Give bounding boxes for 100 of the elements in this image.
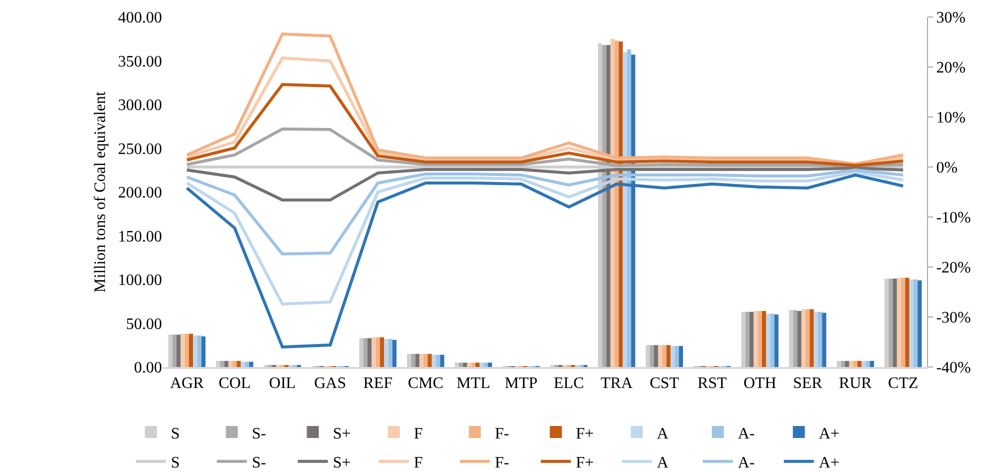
y-tick-label: 0.00 — [134, 360, 162, 377]
bar — [201, 336, 206, 367]
bar — [440, 354, 444, 367]
bar — [488, 362, 492, 367]
y-tick-label: 100.00 — [118, 272, 162, 290]
bar — [419, 354, 424, 367]
bar — [424, 354, 428, 367]
y2-tick-label: -30% — [936, 310, 971, 327]
legend-label: S+ — [332, 425, 351, 442]
bar — [436, 354, 440, 367]
bar — [188, 334, 194, 367]
x-tick-label: COL — [218, 374, 251, 392]
legend-label: F- — [494, 425, 510, 442]
x-tick-label: OIL — [269, 374, 296, 392]
bar — [762, 311, 766, 367]
bar — [770, 314, 774, 367]
legend-label: S+ — [332, 454, 351, 472]
bar — [670, 346, 675, 367]
x-tick-label: AGR — [170, 374, 204, 392]
x-tick-label: RST — [697, 374, 728, 392]
legend-label: A — [656, 425, 669, 442]
bar — [750, 312, 754, 367]
bar — [774, 314, 778, 367]
bar — [415, 354, 420, 367]
bar — [184, 334, 189, 367]
y2-tick-label: 0% — [936, 160, 958, 177]
y-tick-label: 400.00 — [118, 10, 162, 27]
x-tick-label: CST — [650, 374, 680, 392]
x-tick-label: OTH — [743, 374, 777, 392]
bar — [458, 362, 464, 367]
y-tick-label: 350.00 — [118, 53, 162, 70]
bar — [896, 278, 902, 367]
y-tick-label: 200.00 — [118, 184, 162, 202]
bar — [810, 309, 814, 367]
x-tick-label: MTL — [456, 374, 490, 392]
bar — [228, 360, 233, 367]
legend-label: A+ — [818, 425, 840, 442]
bar — [862, 360, 866, 367]
bar — [480, 362, 484, 367]
bar — [666, 345, 671, 367]
bar — [918, 280, 922, 367]
x-tick-label: RUR — [838, 374, 872, 392]
bar — [870, 360, 874, 367]
legend-label: A- — [738, 454, 755, 472]
bar — [249, 362, 254, 367]
bar — [905, 278, 910, 367]
bar — [754, 311, 758, 367]
y-tick-label: 50.00 — [126, 316, 162, 333]
bar — [866, 360, 870, 367]
bar — [380, 337, 384, 367]
legend-label: S- — [252, 454, 266, 472]
bar — [244, 362, 250, 367]
bar — [801, 309, 806, 367]
bar — [240, 362, 245, 367]
bar — [818, 312, 822, 367]
y2-tick-label: -20% — [936, 260, 971, 277]
y2-tick-label: -10% — [936, 210, 971, 227]
bar — [650, 345, 654, 367]
bar — [913, 280, 918, 367]
bar — [658, 345, 662, 367]
bar — [463, 362, 468, 367]
bar — [432, 354, 436, 367]
bar — [797, 311, 802, 367]
bar — [232, 360, 237, 367]
bar — [376, 337, 380, 367]
legend-label: S- — [252, 425, 266, 442]
legend-label: S — [170, 454, 180, 472]
bar — [475, 362, 480, 367]
y2-tick-label: 10% — [936, 110, 966, 127]
x-tick-label: MTP — [504, 374, 538, 392]
bar — [471, 362, 476, 367]
y-tick-label: 250.00 — [118, 140, 162, 158]
bar — [745, 312, 750, 367]
bar — [849, 360, 854, 367]
bar — [853, 360, 858, 367]
x-tick-label: ELC — [554, 374, 584, 392]
bar — [220, 360, 224, 367]
bar — [674, 346, 679, 367]
x-tick-label: CMC — [408, 374, 444, 392]
legend-label: F- — [494, 454, 510, 472]
legend-label: F+ — [576, 454, 594, 472]
bar — [901, 278, 906, 367]
bar — [236, 360, 241, 367]
bar — [372, 337, 376, 367]
bar — [758, 311, 762, 367]
bar — [193, 336, 198, 367]
bar — [176, 334, 181, 367]
bar — [172, 334, 177, 367]
legend-label: A — [656, 454, 669, 472]
bar — [888, 278, 893, 367]
y-tick-label: 300.00 — [118, 97, 162, 114]
y2-tick-label: -40% — [936, 360, 971, 377]
bar — [793, 310, 798, 367]
bar — [392, 340, 396, 367]
bar — [411, 354, 416, 367]
legend-label: A+ — [818, 454, 840, 472]
bar — [909, 280, 914, 367]
x-tick-label: REF — [363, 374, 393, 392]
y-tick-label: 150.00 — [118, 228, 162, 246]
bar — [822, 312, 826, 367]
